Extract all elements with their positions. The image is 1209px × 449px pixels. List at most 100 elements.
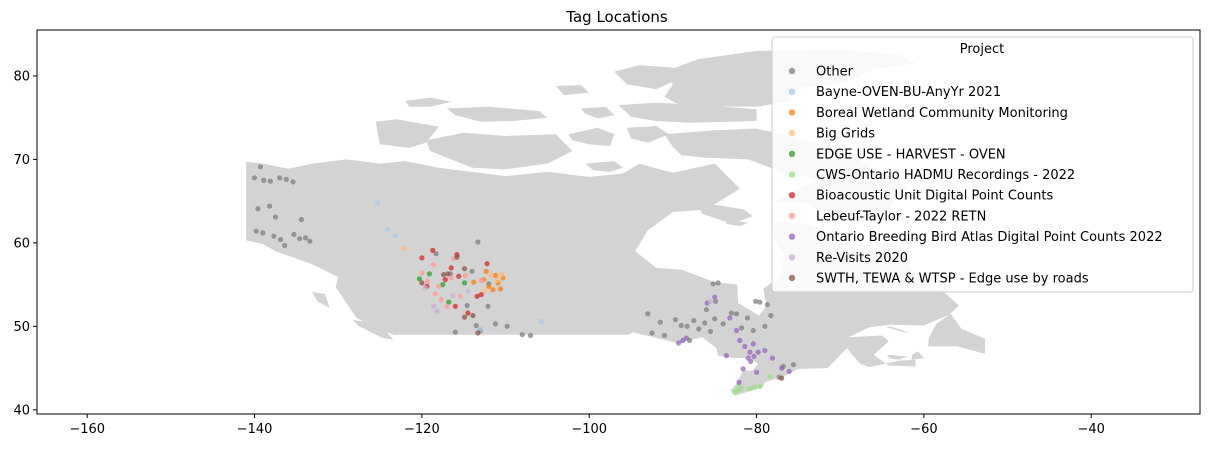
data-points [251, 164, 797, 395]
map-prince-of-wales [568, 127, 615, 146]
point-series-10 [445, 271, 451, 277]
point-series-0 [298, 216, 304, 223]
point-series-4 [426, 271, 432, 277]
legend-label: Lebeuf-Taylor - 2022 RETN [816, 209, 986, 224]
point-series-8 [740, 366, 746, 372]
map-coats-island [725, 219, 749, 227]
y-tick-label: 50 [13, 320, 30, 335]
legend-title: Project [960, 42, 1004, 57]
legend-label: Ontario Breeding Bird Atlas Digital Poin… [816, 230, 1163, 245]
map-melville-island [447, 106, 548, 122]
axis-ticks: −160 −140 −120 −100 −80 −60 −40 40 50 60 70 80 [13, 69, 1104, 437]
point-series-5 [767, 373, 773, 379]
map-prince-patrick-island [405, 97, 452, 107]
point-series-8 [762, 348, 768, 354]
point-series-0 [672, 317, 679, 323]
point-series-0 [473, 322, 479, 329]
y-tick-label: 70 [13, 153, 30, 168]
point-series-0 [475, 239, 481, 245]
legend-entries: Other Bayne-OVEN-BU-AnyYr 2021 Boreal Wetl… [788, 65, 1163, 287]
point-series-5 [757, 383, 763, 390]
point-series-0 [253, 228, 259, 234]
point-series-0 [307, 238, 313, 244]
legend-marker [788, 171, 796, 178]
point-series-3 [482, 287, 488, 294]
y-tick-label: 60 [13, 236, 30, 251]
point-series-10 [470, 312, 476, 319]
point-series-1 [538, 318, 545, 324]
point-series-9 [450, 292, 456, 299]
point-series-0 [492, 321, 499, 327]
legend-marker [788, 274, 796, 282]
point-series-0 [433, 251, 439, 257]
point-series-0 [657, 319, 663, 325]
point-series-0 [715, 280, 721, 286]
map-bathurst-island [580, 106, 615, 119]
point-series-0 [261, 177, 267, 183]
point-series-0 [283, 176, 289, 182]
point-series-2 [486, 283, 492, 289]
point-series-0 [257, 164, 263, 170]
point-series-0 [744, 315, 751, 321]
legend-marker [788, 233, 796, 240]
point-series-0 [271, 233, 277, 239]
point-series-2 [490, 287, 496, 293]
point-series-0 [277, 175, 283, 181]
point-series-3 [487, 272, 494, 278]
point-series-8 [745, 355, 751, 361]
y-tick-label: 40 [13, 403, 30, 418]
x-tick-label: −80 [743, 422, 770, 437]
map-devon-island [618, 102, 757, 123]
point-series-0 [691, 317, 697, 324]
legend-marker [788, 254, 796, 261]
point-series-8 [737, 337, 743, 344]
point-series-0 [703, 307, 710, 313]
point-series-3 [401, 246, 407, 252]
legend-marker [788, 88, 796, 95]
legend-label: SWTH, TEWA & WTSP - Edge use by roads [816, 272, 1089, 287]
point-series-3 [498, 272, 504, 278]
point-series-8 [742, 343, 748, 349]
point-series-4 [440, 282, 446, 288]
point-series-0 [303, 235, 309, 241]
point-series-10 [454, 254, 460, 260]
legend-frame [771, 36, 1194, 293]
point-series-2 [492, 272, 499, 278]
x-tick-label: −160 [69, 422, 105, 437]
point-series-0 [768, 312, 774, 319]
point-series-0 [290, 179, 296, 185]
point-series-0 [750, 327, 756, 334]
point-series-6 [465, 310, 471, 316]
point-series-0 [733, 311, 740, 317]
map-southampton-island [698, 204, 753, 224]
point-series-8 [751, 353, 757, 359]
map-axel-heiberg [614, 65, 682, 90]
point-series-3 [494, 277, 500, 283]
x-tick-label: −120 [404, 422, 440, 437]
point-series-0 [267, 203, 273, 209]
point-series-0 [707, 328, 714, 334]
point-series-9 [431, 303, 437, 309]
point-series-0 [519, 332, 525, 338]
y-tick-label: 80 [13, 69, 30, 84]
point-series-0 [251, 175, 258, 181]
point-series-8 [754, 369, 760, 375]
point-series-10 [779, 375, 785, 381]
map-canada-mainland [246, 159, 959, 396]
point-series-0 [753, 298, 759, 304]
point-series-0 [272, 214, 279, 220]
point-series-7 [457, 293, 463, 299]
point-series-0 [282, 242, 288, 248]
point-series-10 [461, 314, 468, 320]
point-series-0 [762, 323, 768, 329]
point-series-1 [374, 200, 381, 206]
point-series-6 [452, 303, 458, 309]
legend-label: Re-Visits 2020 [816, 251, 908, 266]
point-series-9 [434, 308, 440, 314]
legend-label: EDGE USE - HARVEST - OVEN [816, 147, 1006, 162]
legend-marker [788, 192, 796, 199]
point-series-0 [757, 299, 763, 305]
point-series-6 [448, 265, 454, 271]
map-newfoundland [928, 313, 985, 354]
